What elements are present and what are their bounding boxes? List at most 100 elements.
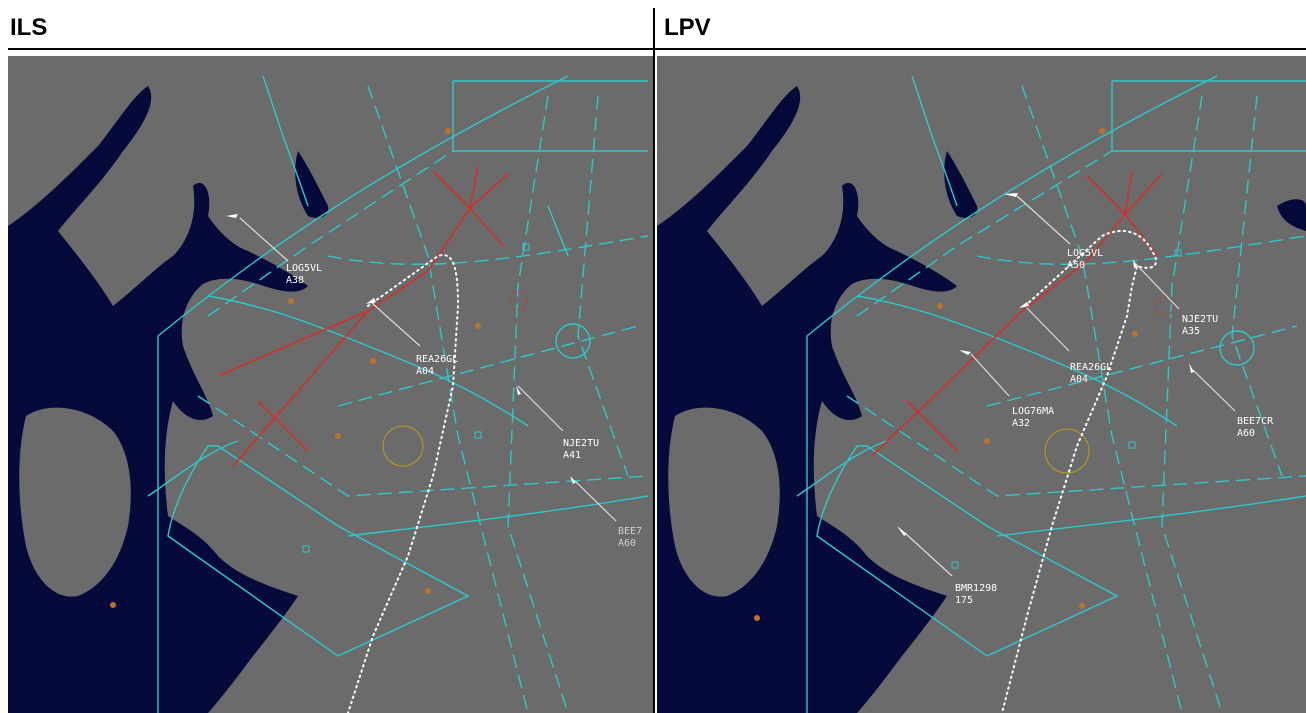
- holding-circle: [508, 291, 528, 311]
- aircraft-icon[interactable]: [226, 214, 238, 218]
- river: [262, 75, 309, 207]
- fix-marker: [335, 433, 341, 439]
- title-rule-left: [8, 48, 653, 50]
- lake: [944, 151, 978, 218]
- restricted-area: [1044, 428, 1090, 474]
- airspace-sector: [986, 325, 1298, 407]
- airspace-sector: [367, 85, 529, 713]
- aircraft-track: [1001, 230, 1157, 713]
- aircraft-icon[interactable]: [1019, 302, 1029, 308]
- airspace-sector: [327, 235, 649, 265]
- radar-display-lpv[interactable]: LOG5VL A50 NJE2TU A35 REA26GL A04 LOG76M…: [657, 56, 1306, 713]
- waypoint-square: [1174, 249, 1182, 257]
- airspace-sector: [976, 235, 1306, 265]
- label-callsign[interactable]: BEE7: [618, 526, 642, 537]
- aircraft-icon[interactable]: [1004, 193, 1018, 197]
- label-callsign[interactable]: BMR1298: [955, 583, 997, 594]
- leader-line: [1192, 369, 1236, 412]
- aircraft-icon[interactable]: [516, 386, 521, 395]
- coastline-route: [207, 295, 529, 427]
- label-altitude: A60: [1237, 428, 1255, 439]
- leader-line: [239, 217, 289, 262]
- label-altitude: 175: [955, 595, 973, 606]
- waypoint-square: [951, 561, 959, 569]
- waypoint-square: [302, 545, 310, 553]
- island: [668, 407, 780, 597]
- label-altitude: A04: [416, 366, 434, 377]
- airspace-sector: [1231, 95, 1283, 477]
- fix-marker: [1132, 331, 1138, 337]
- approach-course: [232, 310, 369, 467]
- label-callsign[interactable]: REA26GL: [1070, 362, 1112, 373]
- leader-line: [517, 385, 564, 432]
- approach-fix-star: [1086, 170, 1163, 257]
- fix-marker: [937, 303, 943, 309]
- island: [19, 407, 131, 597]
- leader-line: [574, 480, 617, 522]
- panel-title-ils: ILS: [10, 14, 48, 41]
- label-callsign[interactable]: LOG76MA: [1012, 406, 1054, 417]
- label-callsign[interactable]: BEE7CR: [1237, 416, 1274, 427]
- label-altitude: A41: [563, 450, 581, 461]
- aircraft-track: [347, 254, 460, 713]
- radar-display-ils[interactable]: LOG5VL A38 REA26GL A04 NJE2TU A41 BEE7 A…: [8, 56, 653, 713]
- airspace-sector: [856, 150, 1113, 317]
- water-inlet: [712, 246, 759, 376]
- airspace-sector: [452, 80, 648, 152]
- river: [911, 75, 958, 207]
- aircraft-icon[interactable]: [959, 350, 971, 355]
- label-altitude: A04: [1070, 374, 1088, 385]
- navaid-circle: [555, 323, 591, 359]
- aircraft-icon[interactable]: [897, 526, 907, 536]
- aircraft-icon[interactable]: [570, 476, 576, 484]
- approach-course: [871, 213, 1126, 457]
- leader-line: [1016, 195, 1071, 245]
- leader-line: [1026, 307, 1070, 352]
- airspace-sector: [996, 495, 1306, 537]
- title-rule-right: [655, 48, 1306, 50]
- airspace-boundary: [806, 75, 1218, 337]
- aircraft-icon[interactable]: [366, 298, 376, 304]
- navaid-circle: [1219, 330, 1255, 366]
- airspace-sector: [547, 205, 569, 257]
- airspace-sector: [207, 150, 454, 317]
- label-callsign[interactable]: NJE2TU: [1182, 314, 1218, 325]
- label-callsign[interactable]: NJE2TU: [563, 438, 599, 449]
- label-callsign[interactable]: LOG5VL: [1067, 248, 1103, 259]
- approach-fix-bar: [906, 400, 958, 452]
- panel-title-lpv: LPV: [664, 14, 711, 41]
- aircraft-icon[interactable]: [1189, 363, 1194, 373]
- arc: [147, 440, 239, 497]
- airspace-sector: [577, 95, 629, 477]
- waypoint-square: [474, 431, 482, 439]
- airspace-sector: [1021, 85, 1183, 713]
- fix-marker: [110, 602, 116, 608]
- leader-line: [970, 353, 1010, 397]
- arc: [796, 440, 888, 497]
- waypoint-square: [1128, 441, 1136, 449]
- fix-marker: [984, 438, 990, 444]
- approach-course: [217, 207, 471, 377]
- holding-circle: [1155, 296, 1175, 316]
- label-callsign[interactable]: LOG5VL: [286, 263, 322, 274]
- fix-marker: [1099, 128, 1105, 134]
- label-altitude: A38: [286, 275, 304, 286]
- fix-marker: [1079, 603, 1085, 609]
- fix-marker: [370, 358, 376, 364]
- leader-line: [372, 303, 421, 347]
- label-callsign[interactable]: REA26GL: [416, 354, 458, 365]
- restricted-area: [382, 425, 424, 467]
- airspace-sector: [197, 395, 649, 497]
- airspace-sector: [347, 495, 649, 537]
- coastline-route: [856, 295, 1178, 427]
- airspace-sector: [507, 95, 569, 713]
- fix-marker: [288, 298, 294, 304]
- approach-fix-bar: [257, 400, 309, 452]
- fix-marker: [425, 588, 431, 594]
- fix-marker: [445, 128, 451, 134]
- water-inlet: [63, 246, 110, 376]
- leader-line: [1134, 262, 1180, 310]
- waypoint-square: [522, 243, 530, 251]
- airspace-sector: [1161, 95, 1223, 713]
- water-east: [1277, 199, 1306, 231]
